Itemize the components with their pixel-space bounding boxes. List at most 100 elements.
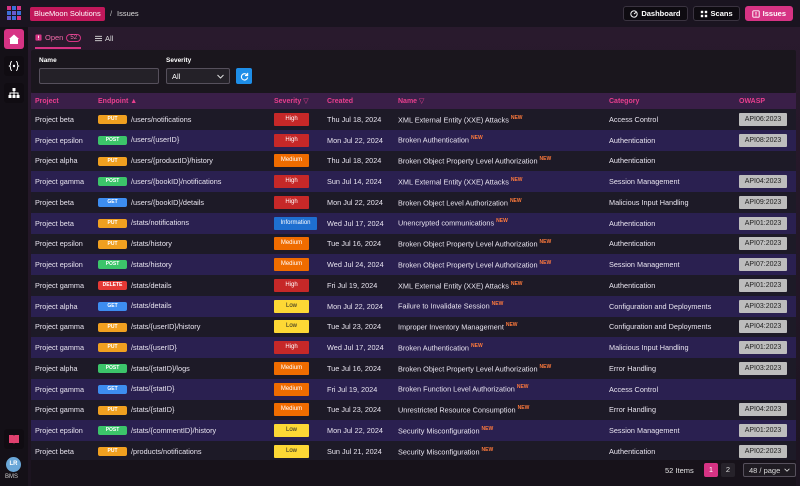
cell-endpoint: PUT/users/{productID}/history xyxy=(94,151,270,172)
table-row[interactable]: Project gamma DELETE/stats/details High Fri… xyxy=(31,275,796,296)
cell-project: Project gamma xyxy=(35,343,85,353)
table-row[interactable]: Project beta PUT/products/notifications Lo… xyxy=(31,441,796,460)
table-row[interactable]: Project alpha GET/stats/details Low Mon Jul… xyxy=(31,295,796,317)
table-row[interactable]: Project gamma PUT/stats/{userID}/history L… xyxy=(31,316,796,338)
table-row[interactable]: Project gamma POST/users/{bookID}/notific… xyxy=(31,171,796,192)
cell-name: Security Misconfiguration NEW xyxy=(398,425,494,436)
cell-created: Tue Jul 23, 2024 xyxy=(327,322,382,332)
table-row[interactable]: Project gamma PUT/stats/{statID} Medium Tue… xyxy=(31,399,796,421)
page-1-button[interactable]: 1 xyxy=(704,463,718,477)
cell-owasp: API08:2023 xyxy=(735,130,796,151)
cell-project: Project epsilon xyxy=(35,239,83,249)
column-header-project[interactable]: Project xyxy=(31,93,94,109)
table-row[interactable]: Project gamma GET/stats/{statID} Medium Fri… xyxy=(31,378,796,400)
cell-project: Project alpha xyxy=(35,156,78,166)
new-badge: NEW xyxy=(539,259,552,266)
sidebar-api-button[interactable] xyxy=(4,56,24,76)
cell-created: Tue Jul 16, 2024 xyxy=(327,239,382,249)
cell-owasp: API01:2023 xyxy=(735,337,796,358)
cell-severity: Medium xyxy=(270,234,323,255)
page-2-button[interactable]: 2 xyxy=(721,463,735,477)
name-filter-input[interactable] xyxy=(39,68,159,84)
column-header-name[interactable]: Name ▽ xyxy=(394,93,605,109)
owasp-badge[interactable]: API09:2023 xyxy=(739,195,787,209)
owasp-badge[interactable]: API01:2023 xyxy=(739,278,787,292)
method-badge: PUT xyxy=(98,115,127,125)
method-badge: GET xyxy=(98,384,127,394)
cell-endpoint: POST/stats/{statID}/logs xyxy=(94,358,270,379)
table-header-row: Project Endpoint ▲ Severity ▽ Created Na… xyxy=(31,93,796,109)
cell-name: XML External Entity (XXE) Attacks NEW xyxy=(398,280,523,291)
cell-severity: Low xyxy=(270,441,323,460)
cell-severity: High xyxy=(270,130,323,151)
cell-created: Fri Jul 19, 2024 xyxy=(327,280,378,290)
top-bar: BlueMoon Solutions / Issues Dashboard Sc… xyxy=(0,0,800,27)
owasp-badge[interactable]: API06:2023 xyxy=(739,112,787,126)
sidebar-home-button[interactable] xyxy=(4,29,24,49)
new-badge: NEW xyxy=(496,218,508,225)
column-header-owasp[interactable]: OWASP xyxy=(735,93,796,109)
severity-filter-label: Severity xyxy=(166,57,192,64)
open-issue-icon xyxy=(35,34,42,41)
tab-open[interactable]: Open 52 xyxy=(35,33,82,49)
issues-label: Issues xyxy=(762,9,786,18)
cell-name: Improper Inventory Management NEW xyxy=(398,322,518,332)
cell-name: Broken Object Property Level Authorizati… xyxy=(398,239,552,249)
table-row[interactable]: Project epsilon POST/users/{userID} High Mo… xyxy=(31,129,796,151)
table-row[interactable]: Project beta PUT/users/notifications High T… xyxy=(31,109,796,130)
table-row[interactable]: Project epsilon POST/stats/{commentID}/hi… xyxy=(31,420,796,441)
page-size-select[interactable]: 48 / page xyxy=(743,463,796,477)
table-row[interactable]: Project alpha PUT/users/{productID}/histo… xyxy=(31,150,796,172)
owasp-badge[interactable]: API04:2023 xyxy=(739,320,787,334)
table-row[interactable]: Project beta GET/users/{bookID}/details Hi… xyxy=(31,192,796,213)
owasp-badge[interactable]: API04:2023 xyxy=(739,175,787,189)
table-row[interactable]: Project epsilon POST/stats/history Medium W… xyxy=(31,254,796,275)
refresh-button[interactable] xyxy=(236,68,252,84)
owasp-badge[interactable]: API01:2023 xyxy=(739,341,787,355)
severity-badge: Low xyxy=(274,424,309,438)
chevron-down-icon xyxy=(217,74,224,79)
owasp-badge[interactable]: API03:2023 xyxy=(739,299,787,313)
column-header-endpoint[interactable]: Endpoint ▲ xyxy=(94,93,270,109)
cell-endpoint: POST/users/{userID} xyxy=(94,130,270,151)
cell-severity: Medium xyxy=(270,254,323,275)
severity-badge: Medium xyxy=(274,258,309,272)
issues-button[interactable]: Issues xyxy=(744,6,793,21)
owasp-badge[interactable]: API07:2023 xyxy=(739,258,787,272)
column-header-category[interactable]: Category xyxy=(605,93,735,109)
owasp-badge[interactable]: API01:2023 xyxy=(739,424,787,438)
cell-name: Security Misconfiguration NEW xyxy=(398,446,494,457)
column-header-created[interactable]: Created xyxy=(323,93,394,109)
avatar[interactable]: LR xyxy=(6,457,21,472)
owasp-badge[interactable]: API08:2023 xyxy=(739,133,787,147)
filter-icon: ▽ xyxy=(419,98,425,105)
owasp-badge[interactable]: API02:2023 xyxy=(739,444,787,458)
owasp-badge[interactable]: API03:2023 xyxy=(739,361,787,375)
cell-severity: Information xyxy=(270,213,323,234)
cell-severity: Medium xyxy=(270,358,323,379)
avatar-org-label: BMS xyxy=(5,474,19,480)
cell-name: Broken Function Level Authorization NEW xyxy=(398,384,529,394)
org-switcher[interactable]: BlueMoon Solutions xyxy=(30,7,105,21)
cell-project: Project beta xyxy=(35,218,74,228)
dashboard-button[interactable]: Dashboard xyxy=(623,6,688,21)
app-logo-icon[interactable] xyxy=(7,6,21,20)
new-badge: NEW xyxy=(481,446,494,453)
filter-panel: Name Severity All xyxy=(31,50,796,93)
table-row[interactable]: Project alpha POST/stats/{statID}/logs Med… xyxy=(31,358,796,379)
sidebar-org-button[interactable] xyxy=(4,83,24,103)
new-badge: NEW xyxy=(517,405,530,412)
sidebar-docs-button[interactable] xyxy=(4,429,24,449)
severity-select[interactable]: All xyxy=(166,68,230,84)
page-size-value: 48 / page xyxy=(749,465,781,475)
scans-button[interactable]: Scans xyxy=(692,6,740,21)
column-header-severity[interactable]: Severity ▽ xyxy=(270,93,323,109)
tab-all[interactable]: All xyxy=(95,34,113,48)
table-row[interactable]: Project beta PUT/stats/notifications Infor… xyxy=(31,212,796,234)
table-row[interactable]: Project gamma PUT/stats/{userID} High Wed J… xyxy=(31,337,796,358)
owasp-badge[interactable]: API01:2023 xyxy=(739,216,787,230)
owasp-badge[interactable]: API07:2023 xyxy=(739,237,787,251)
top-nav: Dashboard Scans Issues xyxy=(623,6,793,21)
owasp-badge[interactable]: API04:2023 xyxy=(739,403,787,417)
table-row[interactable]: Project epsilon PUT/stats/history Medium Tu… xyxy=(31,233,796,255)
